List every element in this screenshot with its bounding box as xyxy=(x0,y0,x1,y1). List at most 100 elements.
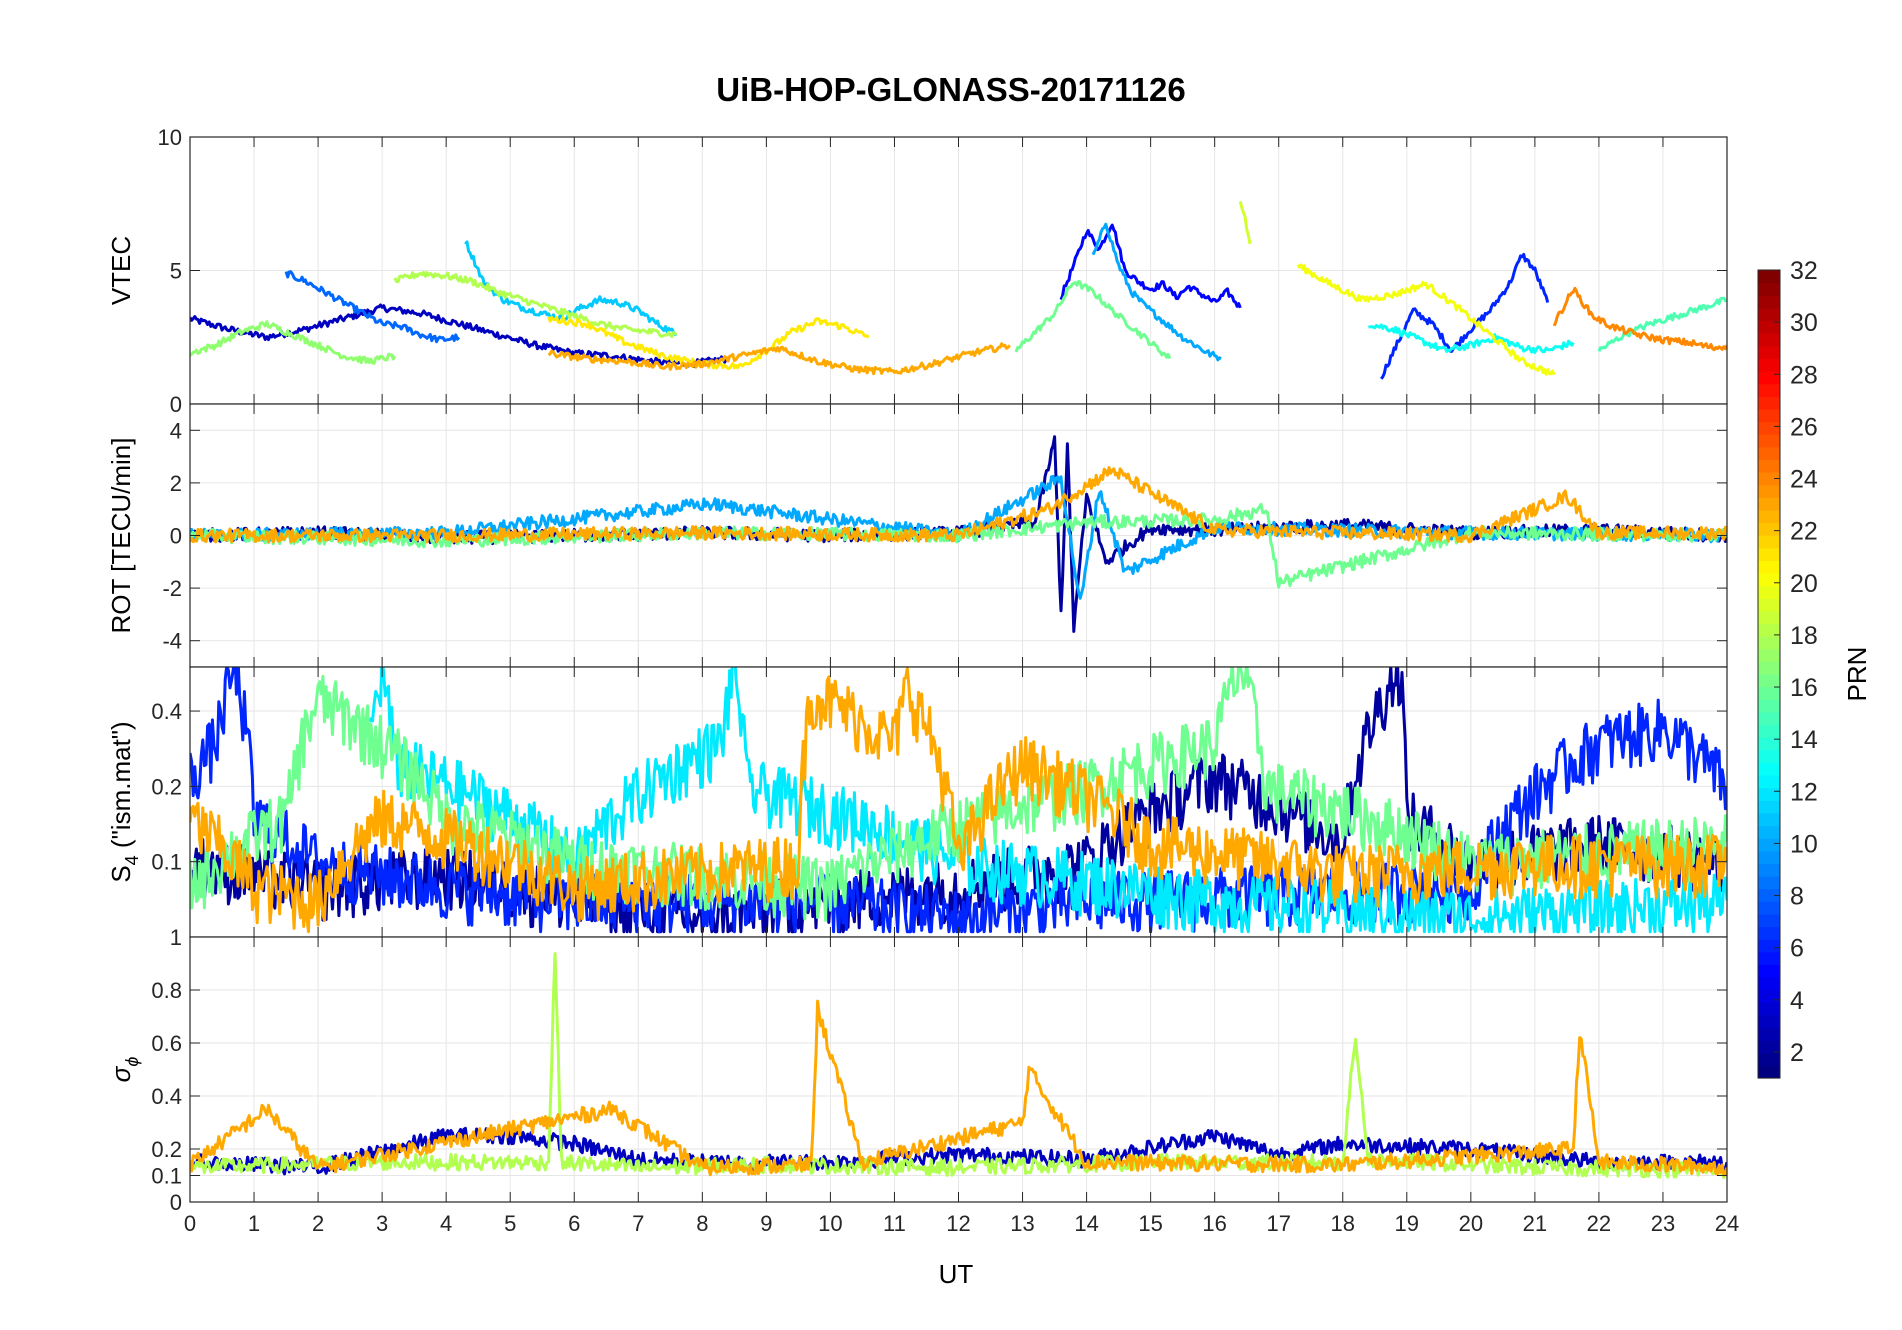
colorbar-segment xyxy=(1758,775,1780,789)
colorbar-tick-label: 12 xyxy=(1790,778,1818,806)
colorbar-tick-label: 4 xyxy=(1790,987,1804,1015)
colorbar-tick-label: 10 xyxy=(1790,830,1818,858)
x-tick-label: 1 xyxy=(248,1211,260,1236)
figure-title: UiB-HOP-GLONASS-20171126 xyxy=(716,71,1186,108)
y-tick-label: 0.2 xyxy=(151,1137,182,1162)
colorbar-segment xyxy=(1758,661,1780,675)
series-line-prn-8 xyxy=(284,270,461,344)
y-tick-label: 1 xyxy=(170,925,182,950)
y-tick-label: 0 xyxy=(170,524,182,549)
colorbar-segment xyxy=(1758,749,1780,763)
colorbar-segment xyxy=(1758,282,1780,296)
x-tick-label: 7 xyxy=(632,1211,644,1236)
colorbar-segment xyxy=(1758,585,1780,599)
colorbar-segment xyxy=(1758,876,1780,890)
colorbar-segment xyxy=(1758,989,1780,1003)
colorbar-segment xyxy=(1758,724,1780,738)
series-line-prn-6 xyxy=(1380,252,1550,380)
x-tick-label: 13 xyxy=(1010,1211,1034,1236)
colorbar-segment xyxy=(1758,573,1780,587)
series-line-prn-21 xyxy=(547,315,870,371)
x-tick-label: 24 xyxy=(1715,1211,1739,1236)
y-label-subscript: 4 xyxy=(122,855,142,865)
y-tick-label: -2 xyxy=(162,576,182,601)
colorbar-segment xyxy=(1758,1052,1780,1066)
series-group-rot xyxy=(190,435,1727,633)
colorbar-segment xyxy=(1758,295,1780,309)
y-tick-label: 0 xyxy=(170,392,182,417)
colorbar-segment xyxy=(1758,737,1780,751)
y-tick-label: 0.1 xyxy=(151,850,182,875)
x-tick-label: 15 xyxy=(1138,1211,1162,1236)
colorbar-segment xyxy=(1758,1065,1780,1079)
colorbar-segment xyxy=(1758,270,1780,284)
y-tick-label: -4 xyxy=(162,629,182,654)
y-label-rest: ("ism.mat") xyxy=(106,721,136,855)
colorbar-segment xyxy=(1758,1027,1780,1041)
colorbar-tick-label: 8 xyxy=(1790,883,1804,911)
x-tick-label: 18 xyxy=(1331,1211,1355,1236)
x-tick-label: 2 xyxy=(312,1211,324,1236)
colorbar-segment xyxy=(1758,610,1780,625)
y-label-main: σ xyxy=(106,1065,136,1082)
y-axis-label-vtec: VTEC xyxy=(106,236,136,305)
y-tick-label: 5 xyxy=(170,259,182,284)
colorbar-segment xyxy=(1758,522,1780,536)
colorbar-segment xyxy=(1758,825,1780,839)
series-line-prn-23 xyxy=(190,999,1727,1177)
colorbar-segment xyxy=(1758,977,1780,991)
y-label-subscript: ϕ xyxy=(122,1057,142,1067)
x-tick-label: 21 xyxy=(1523,1211,1547,1236)
y-tick-label: 2 xyxy=(170,471,182,496)
colorbar-segment xyxy=(1758,812,1780,827)
series-line-prn-5 xyxy=(1059,223,1242,309)
colorbar-segment xyxy=(1758,598,1780,612)
series-line-prn-12 xyxy=(367,667,1727,934)
colorbar-segment xyxy=(1758,699,1780,713)
colorbar-segment xyxy=(1758,648,1780,662)
colorbar-tick-label: 6 xyxy=(1790,935,1804,963)
colorbar-segment xyxy=(1758,686,1780,700)
colorbar-segment xyxy=(1758,484,1780,498)
colorbar-segment xyxy=(1758,1014,1780,1029)
colorbar-segment xyxy=(1758,421,1780,435)
y-axis-label-rot: ROT [TECU/min] xyxy=(106,438,136,634)
y-tick-label: 0.4 xyxy=(151,1084,182,1109)
panel-vtec: 0 5 10 VTEC xyxy=(106,125,1728,417)
colorbar-segment xyxy=(1758,547,1780,561)
y-tick-label: 4 xyxy=(170,418,182,443)
colorbar-tick-label: 14 xyxy=(1790,726,1818,754)
series-line-prn-24 xyxy=(1552,286,1727,352)
panel-s4: 0.1 0.2 0.4 S4 ("ism.mat") xyxy=(106,666,1728,938)
x-tick-label: 23 xyxy=(1651,1211,1675,1236)
colorbar-segment xyxy=(1758,371,1780,385)
colorbar-segment xyxy=(1758,762,1780,776)
series-line-prn-3 xyxy=(190,303,729,369)
series-line-prn-20 xyxy=(1296,263,1556,376)
x-tick-label: 5 xyxy=(504,1211,516,1236)
colorbar-tick-label: 26 xyxy=(1790,413,1818,441)
colorbar-segment xyxy=(1758,509,1780,524)
y-tick-label: 0 xyxy=(170,1190,182,1215)
x-tick-label: 17 xyxy=(1266,1211,1290,1236)
y-tick-label: 10 xyxy=(158,125,182,150)
x-tick-label: 22 xyxy=(1587,1211,1611,1236)
colorbar-segment xyxy=(1758,560,1780,574)
colorbar-segment xyxy=(1758,320,1780,334)
panel-rot: -4 -2 0 2 4 ROT [TECU/min] xyxy=(106,403,1728,668)
colorbar-segment xyxy=(1758,674,1780,688)
x-tick-label: 10 xyxy=(818,1211,842,1236)
x-tick-label: 8 xyxy=(696,1211,708,1236)
x-tick-label: 16 xyxy=(1202,1211,1226,1236)
x-tick-label: 6 xyxy=(568,1211,580,1236)
colorbar-segment xyxy=(1758,1040,1780,1054)
colorbar-segment xyxy=(1758,434,1780,448)
y-tick-label: 0.2 xyxy=(151,774,182,799)
x-tick-label: 14 xyxy=(1074,1211,1098,1236)
colorbar-tick-label: 30 xyxy=(1790,309,1818,337)
colorbar-segment xyxy=(1758,396,1780,410)
colorbar-tick-label: 22 xyxy=(1790,518,1818,546)
colorbar-segment xyxy=(1758,459,1780,473)
